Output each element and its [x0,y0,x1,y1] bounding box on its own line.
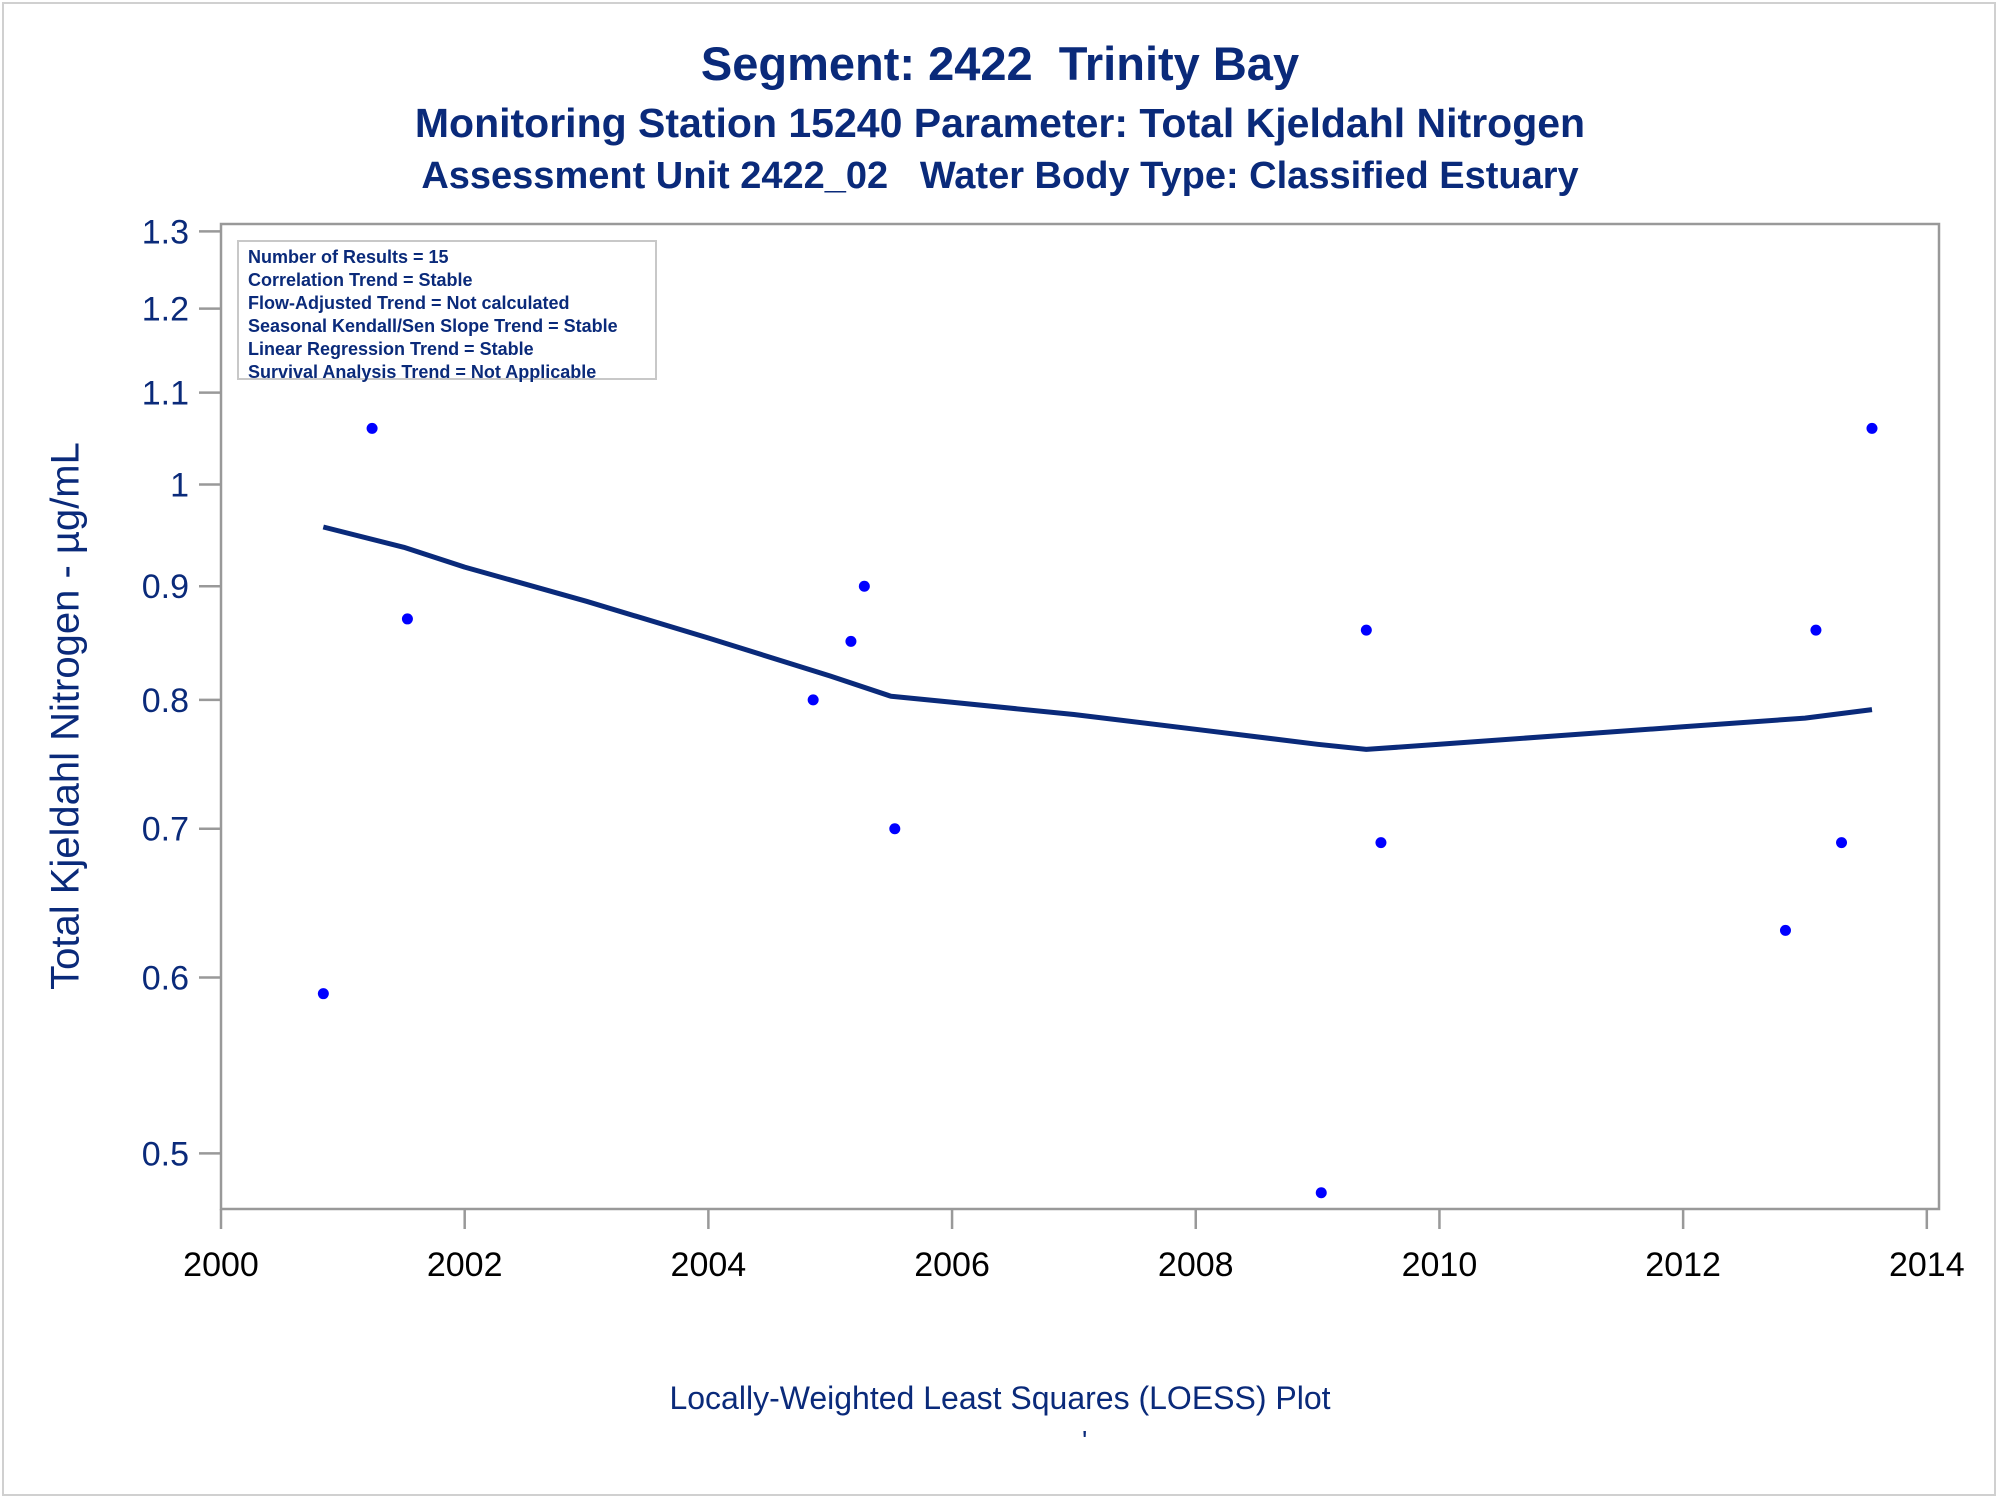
stats-survival-analysis-trend: Survival Analysis Trend = Not Applicable [248,362,597,382]
stats-number-of-results: Number of Results = 15 [248,247,449,267]
footnote: Locally-Weighted Least Squares (LOESS) P… [669,1380,1331,1416]
x-axis-ticks: 2000 2002 2004 2006 2008 2010 2012 2014 [183,1209,1965,1284]
data-point [1836,837,1848,849]
data-point [807,694,819,706]
data-point [845,635,857,647]
data-point [1375,837,1387,849]
x-tick-label: 2008 [1158,1246,1234,1284]
data-point [366,422,378,434]
y-axis-ticks: 0.5 0.6 0.7 0.8 0.9 1 1.1 1.2 1.3 [142,213,221,1173]
y-tick-label: 0.5 [142,1135,189,1173]
x-tick-label: 2010 [1402,1246,1478,1284]
y-tick-label: 0.7 [142,811,189,849]
data-point [1866,422,1878,434]
chart-title: Segment: 2422 Trinity Bay [700,37,1300,90]
y-tick-label: 1.3 [142,213,189,251]
y-tick-label: 0.8 [142,682,189,720]
plot-area [219,222,1941,1211]
stats-seasonal-kendall-trend: Seasonal Kendall/Sen Slope Trend = Stabl… [248,316,618,336]
x-tick-label: 2000 [183,1246,259,1284]
y-tick-label: 0.9 [142,568,189,606]
footnote-mark: ' [1082,1425,1088,1456]
data-point [1315,1187,1327,1199]
data-points [317,240,1878,1199]
y-axis-label: Total Kjeldahl Nitrogen - µg/mL [43,442,88,990]
x-tick-label: 2006 [914,1246,990,1284]
data-point [1810,624,1822,636]
data-point [317,988,329,1000]
stats-linear-regression-trend: Linear Regression Trend = Stable [248,339,534,359]
x-tick-label: 2012 [1645,1246,1721,1284]
stats-flow-adjusted-trend: Flow-Adjusted Trend = Not calculated [248,293,570,313]
loess-curve [322,524,1873,752]
stats-box: Number of Results = 15 Correlation Trend… [237,240,657,382]
data-point [401,613,413,625]
y-tick-label: 0.6 [142,959,189,997]
data-point [858,580,870,592]
data-point [889,823,901,835]
x-tick-label: 2004 [671,1246,747,1284]
x-tick-label: 2002 [427,1246,503,1284]
y-tick-label: 1.1 [142,375,189,413]
stats-correlation-trend: Correlation Trend = Stable [248,270,473,290]
chart-subtitle: Monitoring Station 15240 Parameter: Tota… [414,100,1586,146]
data-point [1360,624,1372,636]
data-point [1779,924,1791,936]
x-tick-label: 2014 [1889,1246,1965,1284]
y-tick-label: 1.2 [142,291,189,329]
y-tick-label: 1 [170,467,189,505]
chart-subtitle-2: Assessment Unit 2422_02 Water Body Type:… [421,155,1579,197]
